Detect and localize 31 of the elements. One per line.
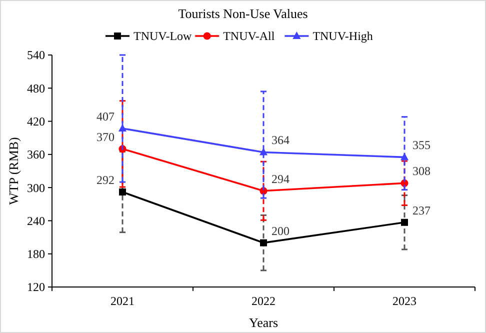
data-label: 294 [272, 172, 290, 186]
point [119, 188, 126, 196]
x-axis-title: Years [248, 315, 278, 330]
y-tick-label: 120 [27, 280, 45, 294]
point [401, 218, 408, 226]
y-tick-label: 300 [27, 180, 45, 195]
point [400, 152, 408, 160]
data-label: 407 [96, 109, 114, 124]
point [260, 148, 268, 156]
x-tick-label: 2021 [110, 294, 134, 308]
y-tick-label: 360 [27, 148, 45, 162]
chart-title: Tourists Non-Use Values [178, 6, 308, 21]
data-label: 308 [412, 164, 430, 178]
data-label: 292 [96, 172, 114, 187]
legend-label: TNUV-All [223, 29, 276, 44]
y-tick-label: 540 [27, 48, 45, 62]
x-tick-label: 2023 [392, 294, 416, 308]
data-label: 200 [272, 224, 290, 238]
y-tick-label: 480 [27, 81, 45, 96]
legend-label: TNUV-High [312, 29, 373, 44]
legend-label: TNUV-Low [134, 29, 192, 44]
point [260, 239, 267, 246]
y-tick-label: 180 [27, 247, 45, 262]
data-label: 355 [412, 138, 430, 152]
y-axis-title: WTP (RMB) [6, 137, 21, 205]
x-tick-label: 2022 [252, 294, 276, 308]
y-tick-label: 420 [27, 114, 45, 128]
data-label: 364 [272, 133, 290, 148]
data-label: 370 [96, 130, 114, 144]
y-tick-label: 240 [27, 214, 45, 228]
data-label: 237 [412, 203, 430, 218]
